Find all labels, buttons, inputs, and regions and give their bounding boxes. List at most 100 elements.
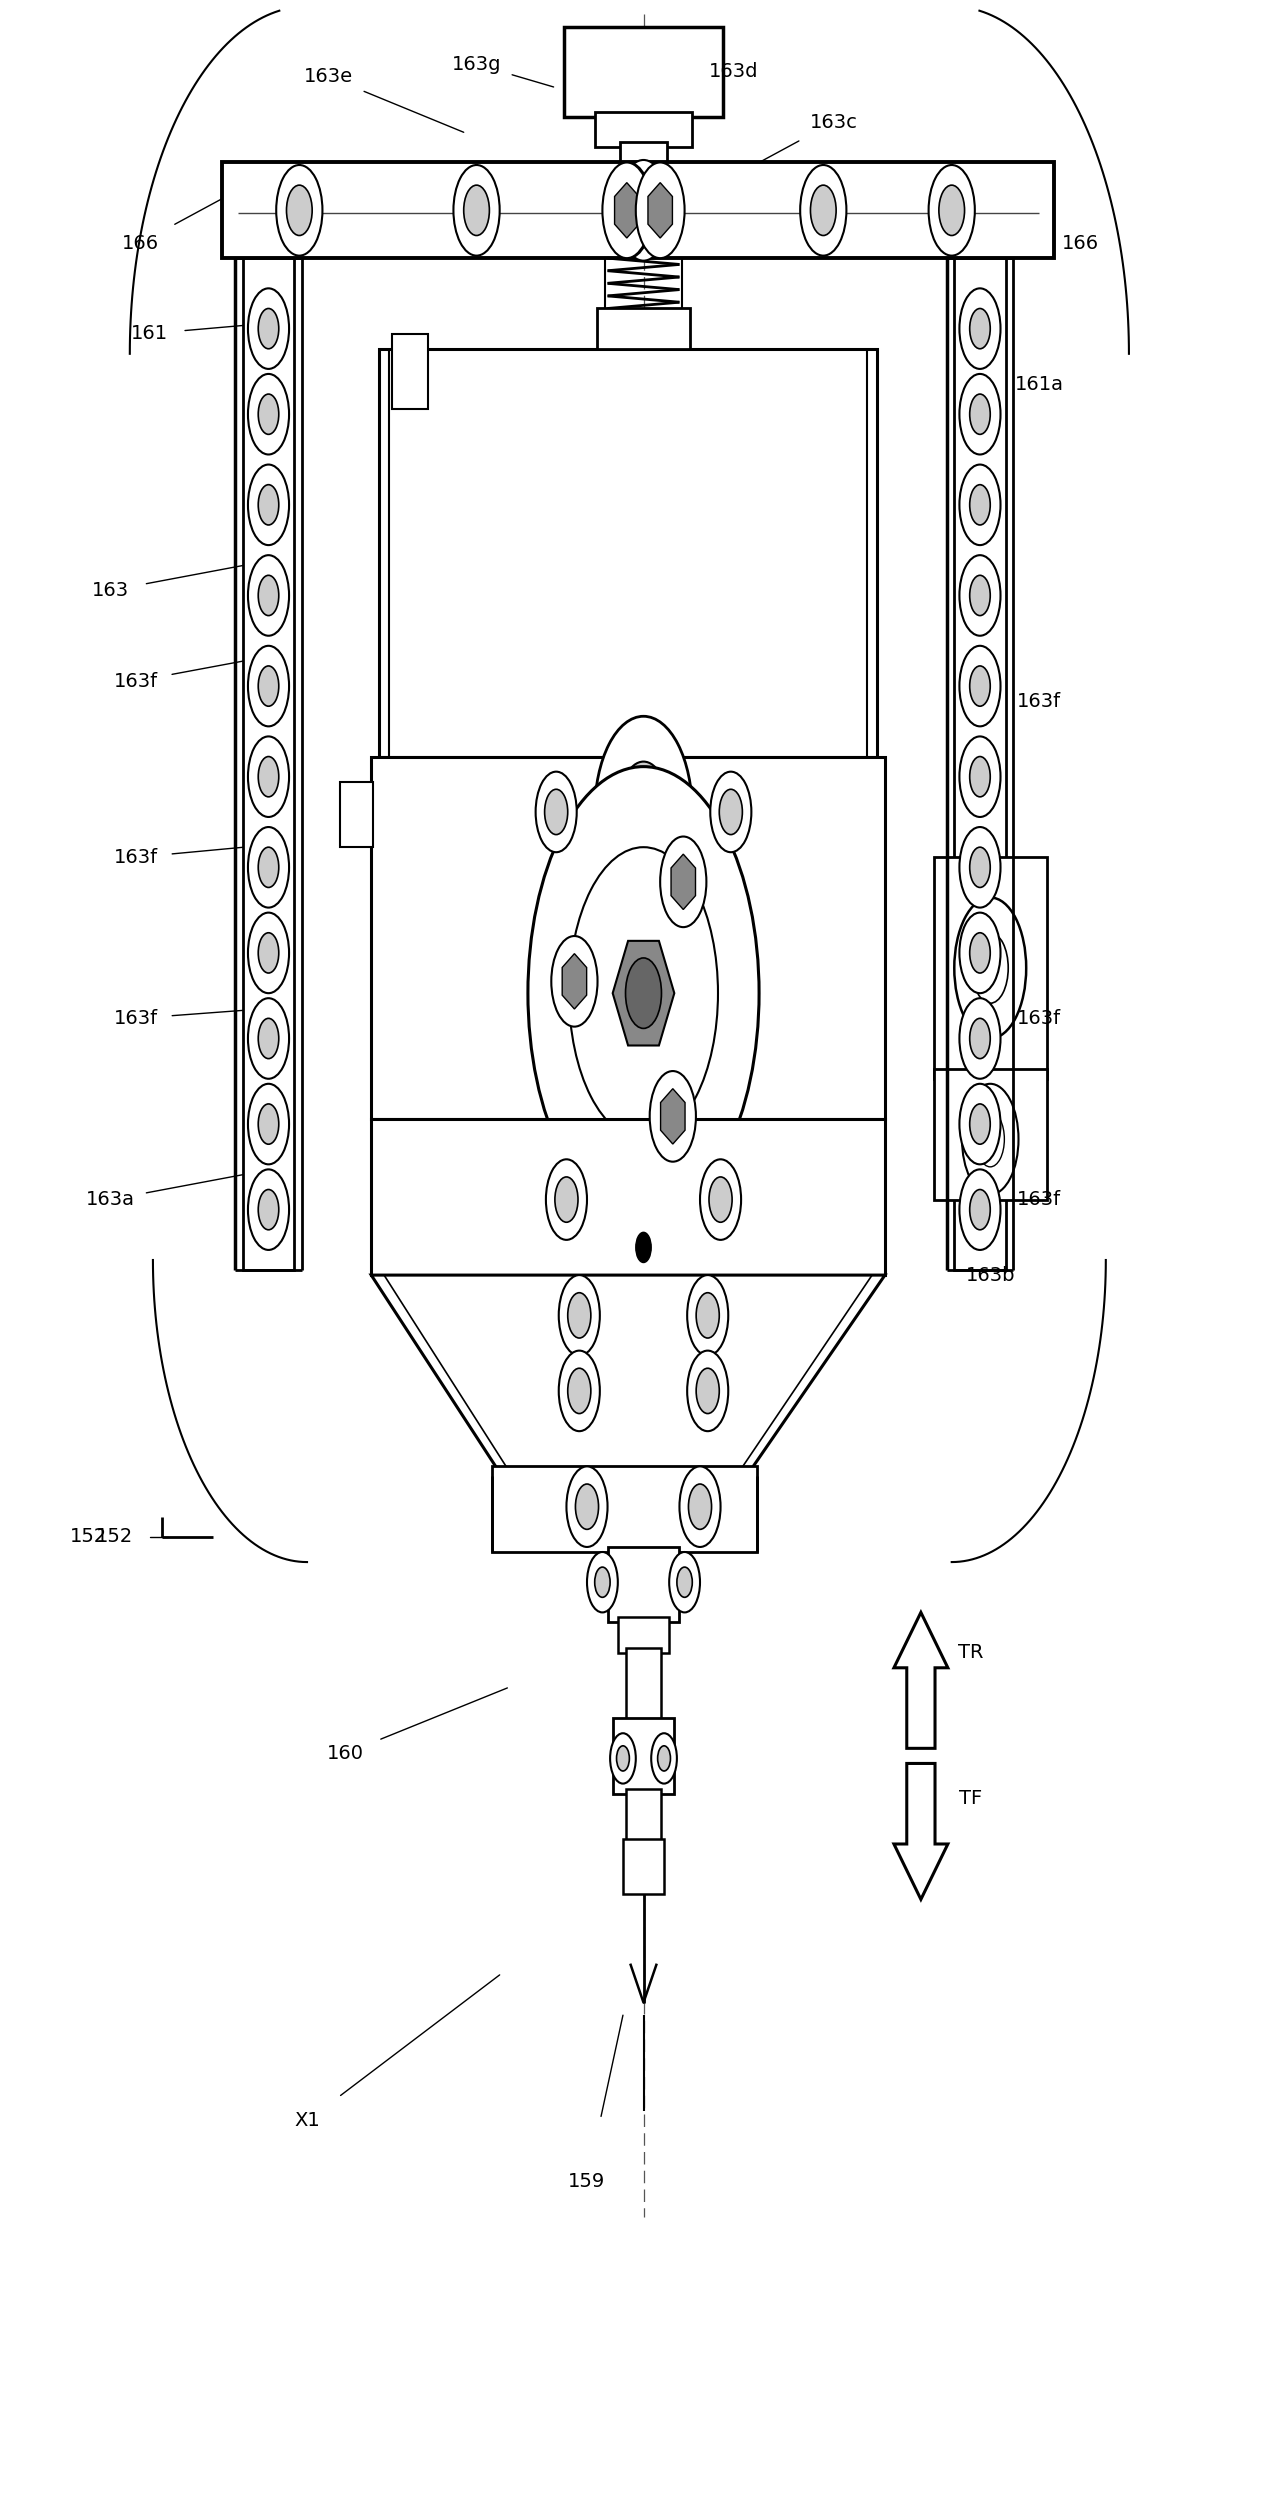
Circle shape <box>677 1567 692 1598</box>
Bar <box>620 141 667 202</box>
Bar <box>934 857 1046 1079</box>
Text: X1: X1 <box>295 2112 320 2129</box>
Circle shape <box>259 393 279 433</box>
Circle shape <box>248 287 290 368</box>
Bar <box>492 1467 757 1552</box>
Circle shape <box>709 1177 732 1222</box>
Circle shape <box>954 897 1026 1038</box>
Circle shape <box>287 184 313 234</box>
Circle shape <box>595 1567 610 1598</box>
Circle shape <box>248 464 290 544</box>
Text: 163f: 163f <box>1017 690 1060 711</box>
Circle shape <box>546 1159 587 1240</box>
Bar <box>623 1840 664 1895</box>
Circle shape <box>929 164 974 255</box>
Bar <box>371 756 885 1119</box>
Circle shape <box>969 847 990 887</box>
Polygon shape <box>671 854 695 910</box>
Circle shape <box>801 164 847 255</box>
Circle shape <box>566 1467 607 1547</box>
Bar <box>595 113 692 146</box>
Text: 166: 166 <box>1062 234 1099 252</box>
Circle shape <box>277 164 323 255</box>
Circle shape <box>559 1351 600 1431</box>
Circle shape <box>595 716 692 907</box>
Polygon shape <box>631 179 656 239</box>
Text: 163: 163 <box>91 582 129 600</box>
Circle shape <box>972 932 1008 1003</box>
Text: 161: 161 <box>130 325 167 343</box>
Circle shape <box>651 1734 677 1784</box>
Circle shape <box>248 998 290 1079</box>
Circle shape <box>680 1467 721 1547</box>
Bar <box>378 348 878 756</box>
Bar <box>934 1068 1046 1200</box>
Circle shape <box>248 373 290 454</box>
Circle shape <box>969 756 990 796</box>
Circle shape <box>259 847 279 887</box>
Circle shape <box>959 736 1000 816</box>
Bar <box>607 1547 680 1623</box>
Circle shape <box>610 1734 636 1784</box>
Circle shape <box>969 1104 990 1144</box>
Bar <box>618 1618 669 1653</box>
Circle shape <box>248 827 290 907</box>
Circle shape <box>602 161 651 257</box>
Text: 163b: 163b <box>965 1265 1015 1285</box>
Bar <box>625 1648 662 1724</box>
Circle shape <box>660 837 707 927</box>
Circle shape <box>959 1169 1000 1250</box>
Circle shape <box>544 789 568 834</box>
Circle shape <box>259 484 279 524</box>
Bar <box>597 307 690 348</box>
Circle shape <box>248 736 290 816</box>
Circle shape <box>976 1111 1004 1167</box>
Circle shape <box>625 958 662 1028</box>
Circle shape <box>568 1293 591 1338</box>
Circle shape <box>535 771 577 852</box>
Circle shape <box>248 554 290 635</box>
Circle shape <box>259 1189 279 1230</box>
Polygon shape <box>616 181 641 237</box>
Circle shape <box>259 932 279 973</box>
Polygon shape <box>562 953 587 1008</box>
Circle shape <box>259 756 279 796</box>
Circle shape <box>959 464 1000 544</box>
Circle shape <box>700 1159 741 1240</box>
Text: 163f: 163f <box>1017 1189 1060 1210</box>
Circle shape <box>568 1368 591 1414</box>
Circle shape <box>636 161 685 257</box>
Bar <box>243 257 295 1270</box>
Circle shape <box>969 393 990 433</box>
Circle shape <box>959 912 1000 993</box>
Circle shape <box>569 847 718 1139</box>
Bar <box>223 161 1054 257</box>
Circle shape <box>453 164 499 255</box>
Circle shape <box>259 1018 279 1058</box>
Circle shape <box>696 1293 719 1338</box>
Polygon shape <box>660 1089 685 1144</box>
Circle shape <box>248 912 290 993</box>
Circle shape <box>528 766 759 1220</box>
Text: 161a: 161a <box>1014 375 1063 393</box>
Bar <box>954 257 1005 1270</box>
Text: 166: 166 <box>121 234 158 252</box>
Text: 163d: 163d <box>709 63 758 81</box>
Circle shape <box>650 1071 696 1162</box>
Circle shape <box>969 932 990 973</box>
Bar <box>341 781 372 847</box>
Circle shape <box>551 935 597 1026</box>
Text: 163f: 163f <box>115 1008 158 1028</box>
Circle shape <box>248 1169 290 1250</box>
Bar <box>371 1119 885 1275</box>
Circle shape <box>559 1275 600 1356</box>
Circle shape <box>969 1189 990 1230</box>
Circle shape <box>555 1177 578 1222</box>
Circle shape <box>959 645 1000 726</box>
Circle shape <box>940 184 964 234</box>
Circle shape <box>575 1484 598 1530</box>
Polygon shape <box>647 181 672 237</box>
Circle shape <box>719 789 743 834</box>
Circle shape <box>618 761 669 862</box>
Circle shape <box>618 159 669 260</box>
